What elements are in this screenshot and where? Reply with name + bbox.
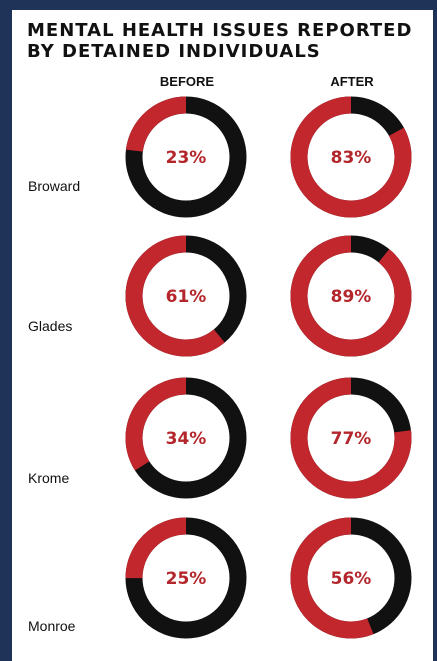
donut-percent-label: 61% (166, 287, 207, 307)
donut-value-arc (125, 517, 247, 639)
row-label-broward: Broward (28, 178, 81, 194)
donut-krome-before: 34% (125, 377, 247, 499)
row-label-glades: Glades (28, 318, 73, 334)
donut-value-arc (290, 517, 412, 639)
donut-value-arc (125, 96, 247, 218)
row-label-krome: Krome (28, 470, 70, 486)
donut-monroe-before: 25% (125, 517, 247, 639)
donut-krome-after: 77% (290, 377, 412, 499)
donut-charts: 23% 61% 34% 25% 83% 89% 77% 56% (125, 96, 412, 639)
infographic-card: MENTAL HEALTH ISSUES REPORTED BY DETAINE… (12, 10, 433, 661)
donut-percent-label: 83% (331, 148, 372, 168)
donut-percent-label: 34% (166, 429, 207, 449)
row-label-monroe: Monroe (28, 618, 76, 634)
donut-glades-after: 89% (290, 235, 412, 357)
donut-value-arc (290, 377, 412, 499)
chart-title: MENTAL HEALTH ISSUES REPORTED BY DETAINE… (27, 20, 413, 62)
donut-percent-label: 89% (331, 287, 372, 307)
donut-glades-before: 61% (125, 235, 247, 357)
donut-broward-after: 83% (290, 96, 412, 218)
donut-percent-label: 77% (331, 429, 372, 449)
donut-percent-label: 23% (166, 148, 207, 168)
donut-percent-label: 25% (166, 569, 207, 589)
donut-value-arc (290, 235, 412, 357)
column-header-before: BEFORE (159, 74, 215, 89)
donut-broward-before: 23% (125, 96, 247, 218)
donut-monroe-after: 56% (290, 517, 412, 639)
donut-value-arc (125, 235, 247, 357)
donut-percent-label: 56% (331, 569, 372, 589)
column-header-after: AFTER (330, 74, 374, 89)
donut-value-arc (290, 96, 412, 218)
donut-value-arc (125, 377, 247, 499)
